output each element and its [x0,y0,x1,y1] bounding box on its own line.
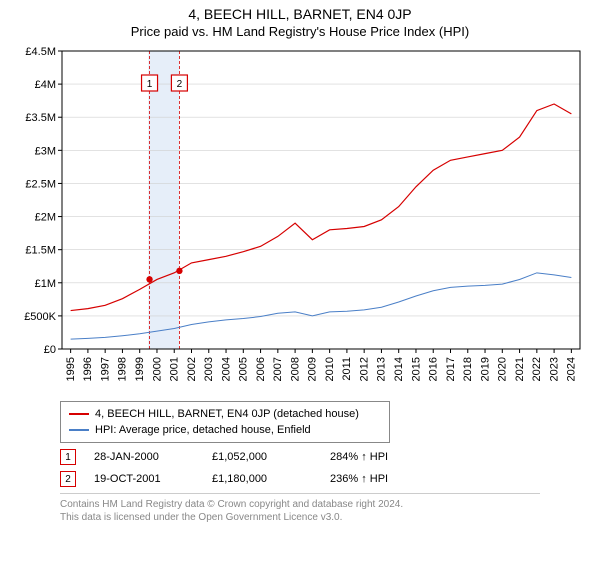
sale-pct-hpi: 236% ↑ HPI [330,473,388,485]
sale-row: 2 19-OCT-2001 £1,180,000 236% ↑ HPI [60,471,600,487]
y-tick-label: £1.5M [25,245,56,257]
x-tick-label: 2016 [428,357,440,381]
legend-row-2: HPI: Average price, detached house, Enfi… [69,422,381,438]
x-tick-label: 1995 [65,357,77,381]
sale-row: 1 28-JAN-2000 £1,052,000 284% ↑ HPI [60,449,600,465]
line-chart-svg: 1 2 £0 £500K £1M £1.5M £2M £2.5M £3M £3.5M £4M £4.5… [10,45,590,395]
x-tick-label: 2014 [393,357,405,381]
x-tick-label: 2005 [238,357,250,381]
legend-row-1: 4, BEECH HILL, BARNET, EN4 0JP (detached… [69,406,381,422]
x-tick-label: 1997 [99,357,111,381]
y-tick-label: £0 [44,344,56,356]
footnote: Contains HM Land Registry data © Crown c… [60,493,600,524]
sale-marker-box: 2 [60,471,76,487]
y-tick-label: £3.5M [25,112,56,124]
chart-title-sub: Price paid vs. HM Land Registry's House … [0,24,600,39]
x-tick-label: 2015 [410,357,422,381]
x-tick-label: 2019 [479,357,491,381]
x-tick-label: 1999 [134,357,146,381]
sale-callout-label: 1 [147,79,153,90]
x-tick-label: 2009 [307,357,319,381]
chart-title-address: 4, BEECH HILL, BARNET, EN4 0JP [0,6,600,22]
x-tick-label: 2012 [358,357,370,381]
footnote-divider [60,493,540,494]
y-tick-label: £500K [24,311,56,323]
x-tick-label: 2017 [445,357,457,381]
sale-date: 19-OCT-2001 [94,473,194,485]
x-tick-label: 2008 [289,357,301,381]
x-tick-label: 2024 [566,357,578,381]
legend-swatch-property [69,413,89,415]
footnote-line2: This data is licensed under the Open Gov… [60,511,600,524]
x-tick-label: 2004 [220,357,232,381]
sale-pct-hpi: 284% ↑ HPI [330,451,388,463]
legend-box: 4, BEECH HILL, BARNET, EN4 0JP (detached… [60,401,390,443]
y-tick-label: £2M [35,212,56,224]
y-tick-label: £4M [35,79,56,91]
legend-label-hpi: HPI: Average price, detached house, Enfi… [95,424,311,436]
x-tick-label: 1996 [82,357,94,381]
legend-label-property: 4, BEECH HILL, BARNET, EN4 0JP (detached… [95,408,359,420]
legend-swatch-hpi [69,429,89,431]
x-tick-label: 2023 [548,357,560,381]
sale-callout-label: 2 [177,79,183,90]
x-tick-label: 2020 [497,357,509,381]
x-tick-label: 2003 [203,357,215,381]
y-tick-label: £4.5M [25,46,56,58]
x-tick-label: 2018 [462,357,474,381]
y-tick-label: £3M [35,145,56,157]
sale-price: £1,180,000 [212,473,312,485]
x-tick-label: 2011 [341,357,353,381]
x-tick-label: 2001 [169,357,181,381]
sale-date: 28-JAN-2000 [94,451,194,463]
footnote-line1: Contains HM Land Registry data © Crown c… [60,498,600,511]
x-tick-label: 2000 [151,357,163,381]
x-tick-label: 2010 [324,357,336,381]
sale-price: £1,052,000 [212,451,312,463]
sales-table: 1 28-JAN-2000 £1,052,000 284% ↑ HPI 2 19-OCT-… [60,449,600,487]
x-tick-label: 2013 [376,357,388,381]
x-tick-label: 2021 [514,357,526,381]
x-tick-label: 2007 [272,357,284,381]
x-tick-label: 2022 [531,357,543,381]
chart-area: 1 2 £0 £500K £1M £1.5M £2M £2.5M £3M £3.5M £4M £4.5… [10,45,590,395]
x-tick-label: 1998 [117,357,129,381]
x-tick-label: 2006 [255,357,267,381]
y-tick-label: £2.5M [25,178,56,190]
sale-marker-box: 1 [60,449,76,465]
x-tick-label: 2002 [186,357,198,381]
y-tick-label: £1M [35,278,56,290]
